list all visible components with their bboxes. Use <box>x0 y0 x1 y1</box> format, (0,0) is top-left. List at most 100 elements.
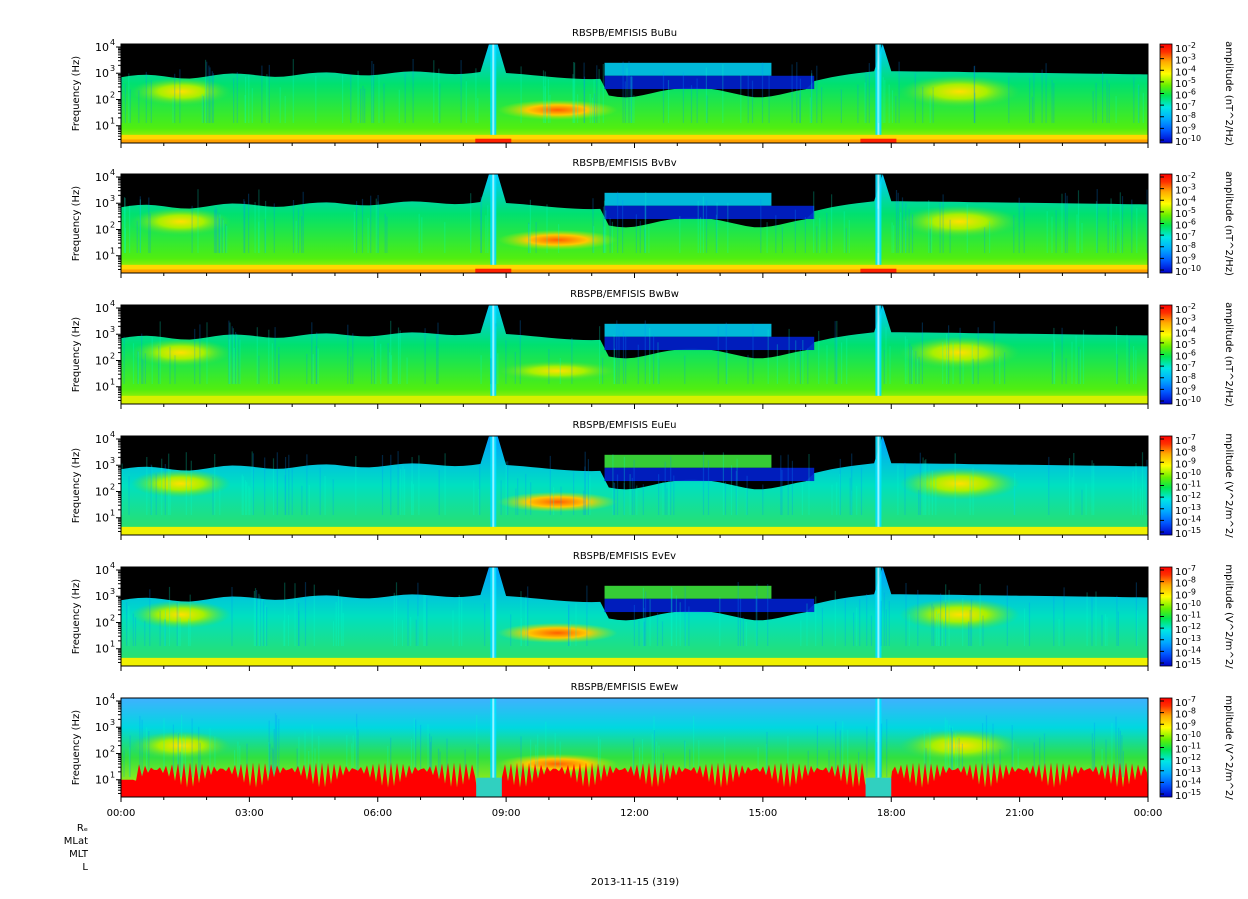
texture-streak <box>932 87 934 123</box>
texture-streak <box>360 88 362 123</box>
texture-streak <box>268 64 270 123</box>
texture-streak <box>276 452 278 515</box>
texture-streak <box>730 465 733 515</box>
texture-streak <box>495 326 497 384</box>
texture-streak <box>272 458 275 515</box>
colorbar-tick-label: 10 <box>1175 721 1188 732</box>
texture-streak <box>641 739 644 777</box>
texture-streak <box>132 613 134 646</box>
texture-streak <box>371 357 373 384</box>
texture-streak <box>813 191 815 253</box>
y-tick-label: 10 <box>95 250 109 263</box>
texture-streak <box>520 618 522 646</box>
texture-streak <box>679 216 681 253</box>
texture-streak <box>233 347 235 384</box>
texture-streak <box>847 729 849 777</box>
y-tick-exponent: 3 <box>110 718 115 727</box>
texture-streak <box>337 589 340 646</box>
texture-streak <box>355 727 357 777</box>
texture-streak <box>834 321 836 384</box>
colorbar-tick-exponent: -9 <box>1188 718 1196 727</box>
colorbar-tick-label: 10 <box>1175 436 1188 447</box>
hiss-blob <box>899 467 1020 500</box>
texture-streak <box>1116 354 1118 384</box>
colorbar-tick-label: 10 <box>1175 494 1188 505</box>
colorbar-tick-exponent: -7 <box>1188 433 1196 442</box>
texture-streak <box>500 480 502 515</box>
texture-streak <box>132 343 135 384</box>
texture-streak <box>898 61 900 123</box>
colorbar-tick-label: 10 <box>1175 114 1188 125</box>
texture-streak <box>201 94 203 123</box>
y-tick-exponent: 4 <box>110 430 115 439</box>
texture-streak <box>870 615 873 646</box>
texture-streak <box>914 73 916 123</box>
colorbar-tick-label: 10 <box>1175 625 1188 636</box>
texture-streak <box>828 750 830 777</box>
colorbar-tick-exponent: -10 <box>1188 468 1201 477</box>
texture-streak <box>602 206 605 253</box>
texture-streak <box>126 602 128 646</box>
texture-streak <box>767 329 769 384</box>
texture-streak <box>377 201 379 253</box>
texture-streak <box>306 454 308 515</box>
texture-streak <box>651 734 653 777</box>
texture-streak <box>859 599 861 646</box>
texture-streak <box>1004 352 1006 384</box>
texture-streak <box>177 732 179 777</box>
texture-streak <box>477 98 479 123</box>
colorbar-tick-label: 10 <box>1175 352 1188 363</box>
texture-streak <box>901 197 904 253</box>
texture-streak <box>736 458 738 515</box>
colorbar-label: amplitude (nT^2/Hz) <box>1223 41 1234 146</box>
texture-streak <box>705 200 708 253</box>
texture-streak <box>804 217 806 253</box>
texture-streak <box>622 200 624 253</box>
texture-streak <box>849 477 851 515</box>
panel-title: RBSPB/EMFISIS BuBu <box>572 28 677 39</box>
colorbar-tick-exponent: -11 <box>1188 611 1201 620</box>
texture-streak <box>505 340 507 384</box>
texture-streak <box>256 590 258 646</box>
texture-streak <box>799 78 801 123</box>
hiss-blob <box>899 598 1020 631</box>
texture-streak <box>586 585 588 646</box>
texture-streak <box>198 726 200 777</box>
texture-streak <box>209 67 211 123</box>
texture-streak <box>725 322 727 384</box>
texture-streak <box>811 70 813 123</box>
texture-streak <box>128 747 130 777</box>
texture-streak <box>444 222 446 253</box>
spectrogram-image <box>121 305 1148 404</box>
colorbar-tick-exponent: -9 <box>1188 252 1196 261</box>
texture-streak <box>706 95 708 123</box>
texture-streak <box>911 214 914 253</box>
texture-streak <box>587 459 589 515</box>
texture-streak <box>271 343 273 384</box>
texture-streak <box>1031 96 1033 123</box>
colorbar-tick-label: 10 <box>1175 79 1188 90</box>
texture-streak <box>667 80 670 123</box>
texture-streak <box>139 196 141 253</box>
texture-streak <box>380 343 382 384</box>
texture-streak <box>146 457 148 515</box>
texture-streak <box>684 355 686 384</box>
texture-streak <box>973 66 975 123</box>
texture-streak <box>1135 463 1137 515</box>
texture-streak <box>1082 329 1085 384</box>
texture-streak <box>1119 730 1121 777</box>
texture-streak <box>124 83 126 123</box>
texture-streak <box>879 72 881 123</box>
y-tick-label: 10 <box>95 564 109 577</box>
colorbar-tick-exponent: -7 <box>1188 229 1196 238</box>
texture-streak <box>592 198 594 253</box>
texture-streak <box>268 329 270 384</box>
texture-streak <box>510 614 512 646</box>
y-tick-label: 10 <box>95 512 109 525</box>
texture-streak <box>148 197 150 253</box>
texture-streak <box>535 221 537 253</box>
texture-streak <box>842 721 844 777</box>
texture-streak <box>909 343 911 384</box>
texture-streak <box>845 228 847 253</box>
y-tick-exponent: 1 <box>110 117 115 126</box>
